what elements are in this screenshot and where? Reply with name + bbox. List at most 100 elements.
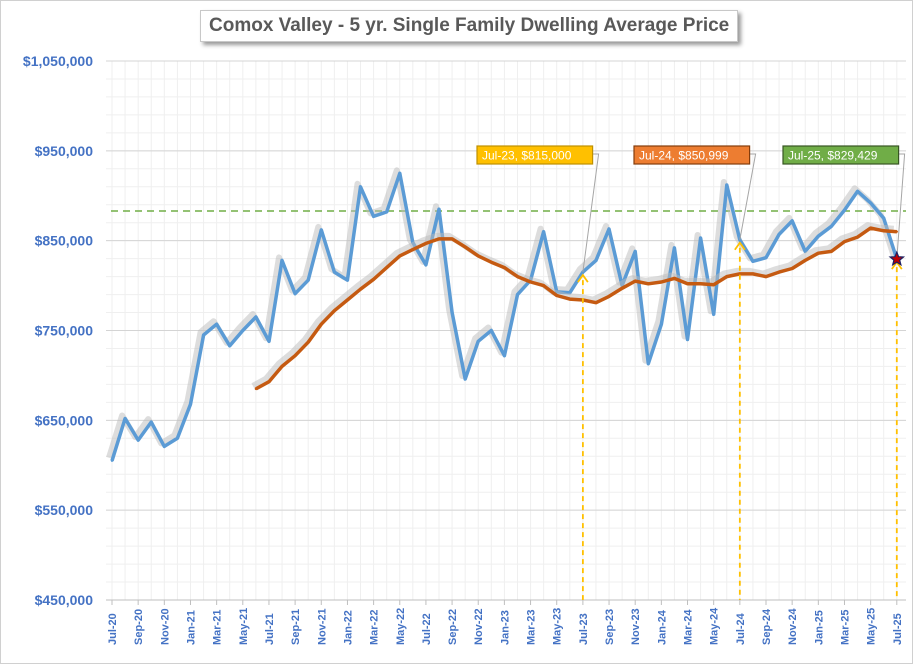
data-point [634,250,637,253]
x-tick-label: Mar-25 [839,610,851,645]
data-point [529,280,532,284]
data-point [372,278,375,281]
data-point [463,245,467,249]
data-point [830,250,833,253]
data-point [359,185,362,188]
data-point [280,259,284,262]
data-point [150,420,153,424]
series-shadow [106,167,897,459]
x-tick-label: Mar-21 [212,610,224,645]
x-tick-label: Jan-23 [499,610,511,645]
data-point [280,365,284,368]
x-tick-label: May-22 [395,608,407,645]
data-point [712,313,715,316]
data-point [790,219,794,223]
x-tick-label: Nov-20 [159,608,171,645]
data-point [110,459,114,462]
data-point [267,380,271,383]
data-point [320,323,323,326]
x-tick-label: May-24 [709,607,721,645]
data-point [673,246,676,250]
data-point [725,275,728,278]
data-point [843,208,846,212]
y-tick-label: $550,000 [35,502,94,518]
data-point [568,297,571,301]
data-point [202,333,205,337]
data-point [895,230,898,233]
data-point [738,272,742,276]
data-point [634,279,637,283]
x-tick-label: Jul-22 [421,613,433,645]
data-point [542,284,545,287]
x-tick-label: Sep-22 [447,609,459,645]
data-point [411,248,415,251]
data-point [764,256,768,259]
y-tick-label: $850,000 [35,233,94,249]
data-point [804,259,807,262]
y-tick-label: $950,000 [35,143,94,159]
x-tick-label: Jan-24 [656,609,668,645]
x-tick-label: Nov-21 [316,608,328,645]
data-point [869,201,872,205]
data-point [463,377,467,381]
data-point [607,227,611,231]
data-point [123,417,127,420]
data-point [594,259,598,262]
x-tick-label: Sep-23 [604,609,616,645]
data-point [163,445,166,448]
x-tick-label: Jul-20 [107,613,119,645]
data-point [712,283,715,286]
data-point [307,340,310,344]
x-tick-label: Jul-23 [578,613,590,645]
data-point [215,323,218,326]
data-point [293,292,297,295]
x-tick-label: Jan-25 [813,610,825,645]
data-point [333,309,336,312]
leader-line [739,153,757,240]
x-tick-label: May-25 [866,608,878,645]
data-point [699,236,702,240]
data-point [320,228,323,232]
data-point [686,338,689,341]
x-tick-label: Jul-24 [735,612,747,645]
data-point [725,183,728,187]
data-point [751,272,755,276]
data-point [673,277,676,280]
data-point [620,287,624,290]
data-point [437,208,441,211]
annotation-box [476,145,594,165]
y-tick-label: $1,050,000 [23,53,93,69]
data-point [516,293,519,296]
moving-average-line [255,226,897,391]
data-point [843,240,846,243]
data-point [856,190,859,193]
series-shadow [251,222,895,389]
data-point [686,282,689,285]
data-point [555,294,558,297]
data-point [176,437,179,440]
data-point [699,282,702,285]
data-point [869,226,872,230]
data-point [660,323,663,326]
annotation-label: Jul-25, $829,429 [788,149,878,163]
data-point [241,329,244,332]
data-point [398,172,401,175]
data-point [477,254,480,258]
data-point [385,266,388,269]
data-point [267,340,271,343]
data-point [882,229,885,232]
data-point [542,230,545,233]
data-point [450,311,454,314]
x-tick-label: Nov-24 [787,607,799,645]
x-tick-label: Sep-21 [290,609,302,645]
x-tick-label: Mar-22 [369,610,381,645]
data-point [594,301,598,304]
data-point [607,295,611,298]
data-point [490,261,493,264]
leader-line [896,153,906,260]
data-point [830,225,833,228]
data-point [660,280,663,284]
data-point [333,270,336,274]
x-tick-label: May-23 [552,608,564,645]
x-tick-label: Mar-23 [526,610,538,645]
